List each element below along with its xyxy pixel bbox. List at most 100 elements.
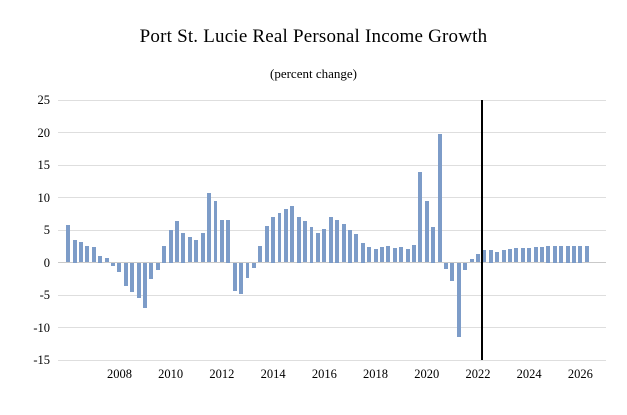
x-axis-tick-label: 2014 — [260, 367, 286, 381]
bar — [251, 262, 256, 269]
bar — [98, 256, 103, 263]
y-axis-tick-label: 20 — [37, 125, 51, 140]
bar — [411, 244, 416, 263]
bar — [482, 250, 487, 263]
x-axis-tick-label: 2016 — [311, 367, 337, 381]
bar — [328, 217, 333, 263]
bar — [565, 246, 570, 263]
bar — [399, 246, 404, 263]
bar — [424, 201, 429, 263]
bar — [277, 213, 282, 263]
bar — [373, 248, 378, 263]
chart-title: Port St. Lucie Real Personal Income Grow… — [139, 26, 488, 47]
y-axis-tick-label: -5 — [39, 288, 50, 302]
bar — [79, 242, 84, 263]
bar — [258, 245, 263, 263]
bar — [149, 262, 154, 280]
bar — [347, 230, 352, 263]
bar — [290, 205, 295, 263]
x-axis-tick-label: 2026 — [567, 367, 593, 381]
bar — [437, 133, 442, 263]
gridline — [58, 132, 606, 133]
x-axis-tick-label: 2020 — [414, 367, 440, 381]
bar — [520, 247, 525, 263]
bar — [386, 245, 391, 263]
bar — [379, 246, 384, 263]
bar — [162, 246, 167, 263]
bar — [578, 246, 583, 263]
bar — [360, 243, 365, 263]
y-axis-tick-label: 10 — [37, 190, 51, 205]
bar — [584, 245, 589, 263]
y-axis-tick-label: -10 — [33, 320, 50, 335]
bar — [405, 248, 410, 263]
x-axis-tick-label: 2022 — [465, 367, 491, 381]
bar — [501, 250, 506, 263]
bar — [213, 201, 218, 263]
gridline — [58, 99, 606, 101]
bar — [187, 237, 192, 263]
bar — [527, 247, 532, 263]
bar — [117, 262, 122, 273]
bar — [181, 233, 186, 263]
bar — [475, 254, 480, 263]
bar — [367, 246, 372, 263]
bar — [303, 220, 308, 263]
x-axis-tick-label: 2008 — [106, 367, 132, 381]
y-axis-tick-label: -15 — [33, 353, 50, 367]
bar — [469, 258, 474, 263]
bar — [507, 248, 512, 263]
y-axis-tick-label: 5 — [43, 223, 50, 237]
x-axis-tick-label: 2012 — [209, 367, 235, 381]
bar — [264, 226, 269, 263]
gridline — [58, 294, 606, 296]
bar — [200, 232, 205, 263]
bar — [463, 262, 468, 271]
bar — [175, 220, 180, 263]
plot-area: 25 20 15 10 5 0 -5 -10 -15 2008 2010 2012 2014 2016 20… — [33, 93, 606, 381]
y-axis-tick-label: 25 — [37, 93, 51, 107]
bar — [309, 226, 314, 263]
bar — [72, 239, 77, 263]
gridline — [58, 327, 606, 328]
bar — [271, 217, 276, 263]
bar — [91, 246, 96, 263]
bar — [207, 192, 212, 263]
bar — [418, 172, 423, 263]
bar — [85, 245, 90, 263]
gridline — [58, 359, 606, 361]
bar — [296, 217, 301, 263]
bar — [450, 262, 455, 282]
bar — [341, 224, 346, 263]
bar — [315, 232, 320, 263]
y-axis-tick-label: 15 — [37, 158, 51, 172]
x-axis-tick-label: 2024 — [516, 367, 542, 381]
bar — [136, 262, 141, 298]
bar — [168, 230, 173, 263]
gridline — [58, 262, 606, 263]
bar — [431, 226, 436, 263]
bar — [539, 246, 544, 263]
y-axis-tick-label: 0 — [43, 255, 50, 270]
bar — [392, 248, 397, 263]
bar — [232, 262, 237, 292]
bar — [322, 229, 327, 263]
gridline — [58, 197, 606, 198]
bar — [335, 220, 340, 263]
bar — [155, 262, 160, 270]
forecast-divider-line — [480, 100, 484, 360]
bar — [572, 246, 576, 263]
bar — [559, 246, 564, 263]
bar — [111, 262, 116, 267]
bar — [123, 262, 128, 286]
bar — [143, 262, 148, 308]
bar — [354, 233, 359, 263]
bar — [245, 262, 250, 279]
bar — [104, 257, 109, 263]
bar — [514, 248, 519, 263]
bar — [194, 240, 199, 263]
x-axis-tick-label: 2010 — [158, 367, 184, 381]
gridline — [58, 164, 606, 166]
bar — [533, 246, 538, 263]
